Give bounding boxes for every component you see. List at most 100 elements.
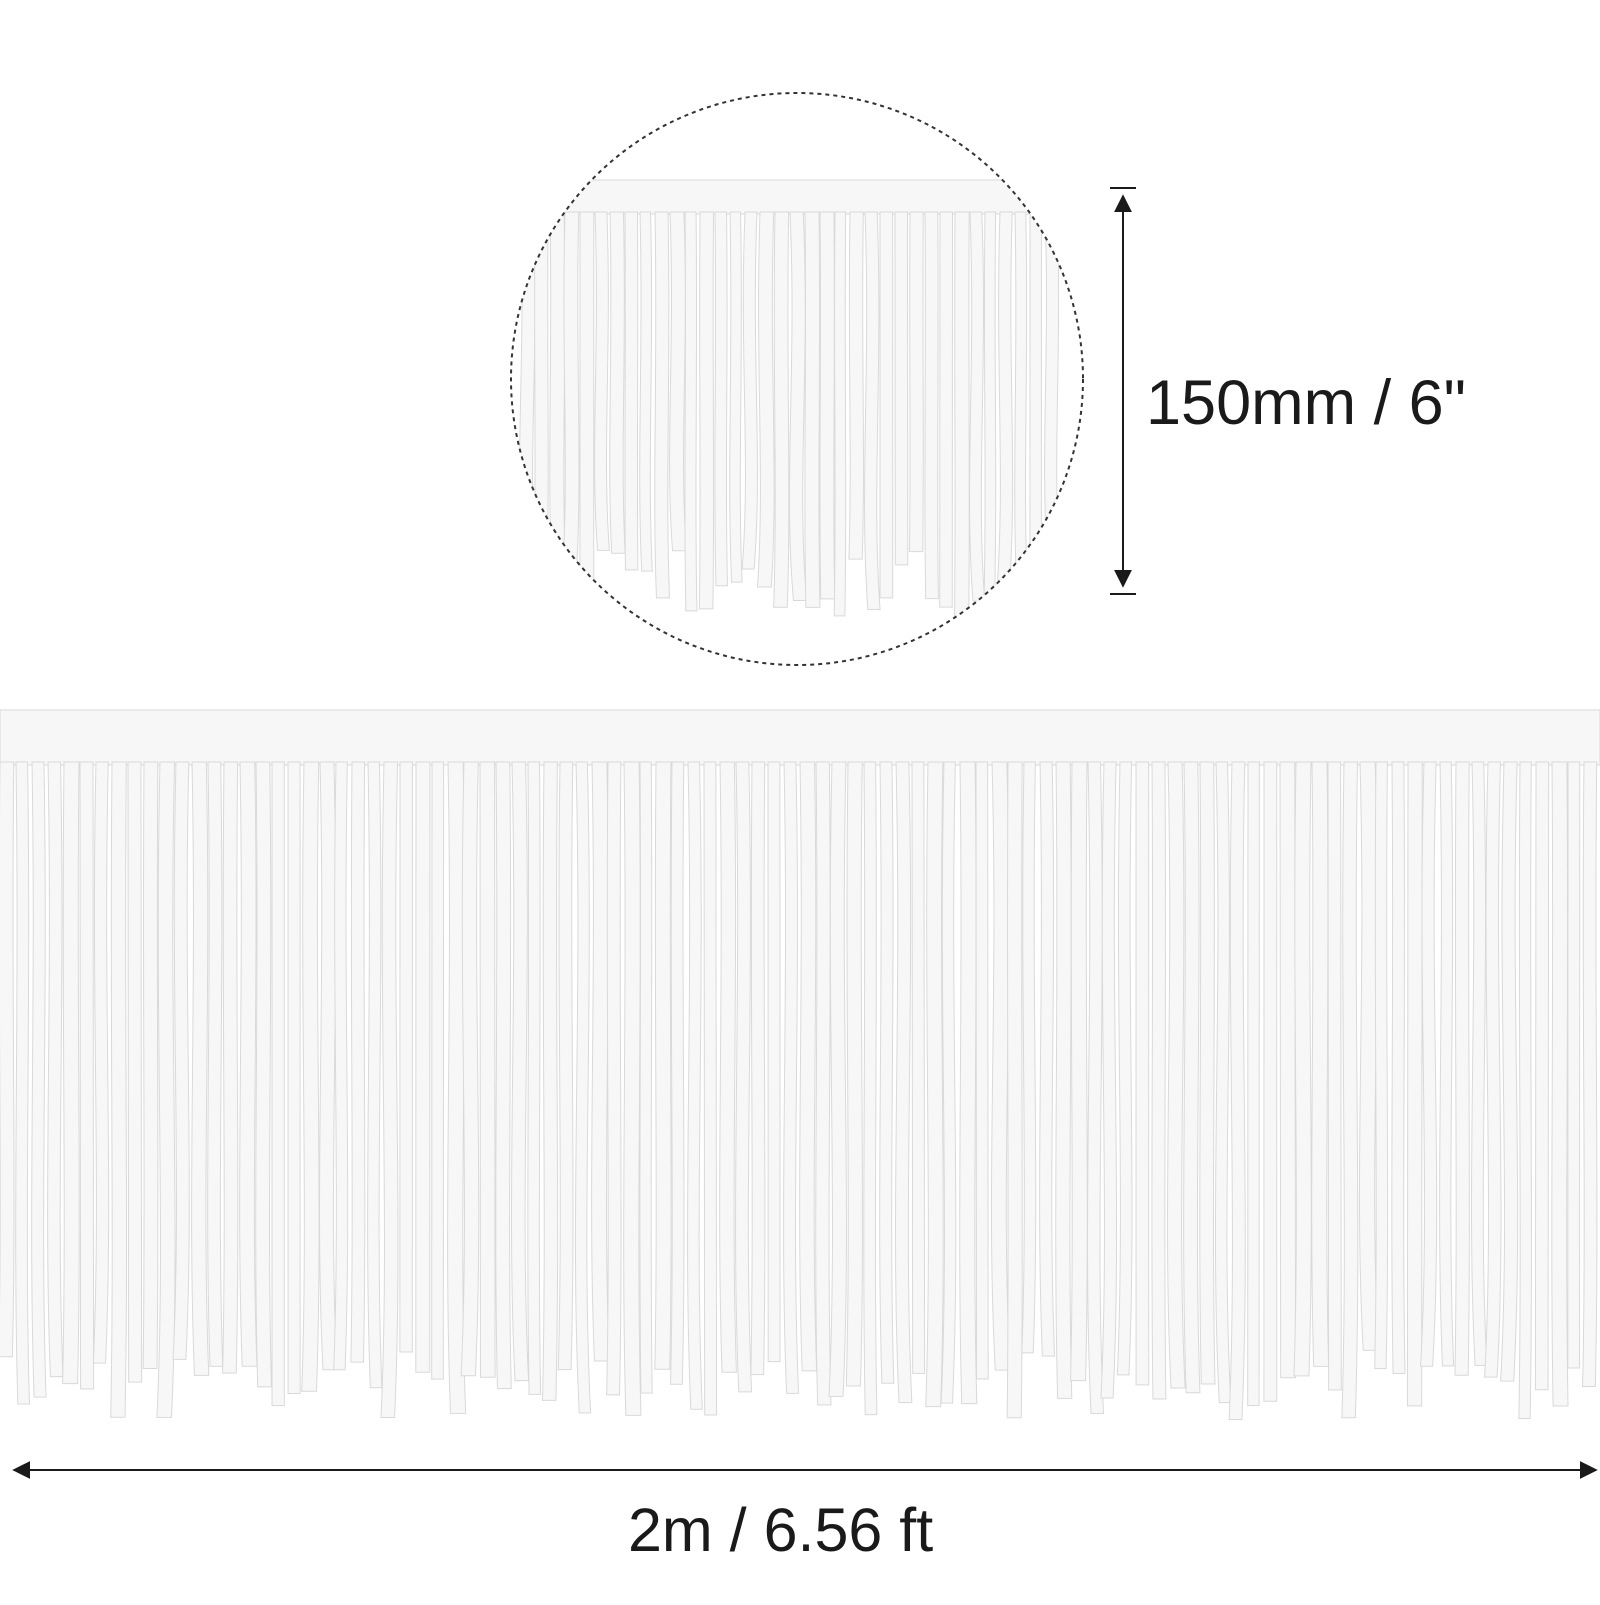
detail-fringe-strand: [756, 211, 775, 588]
main-fringe-strand: [301, 761, 320, 1392]
main-fringe-strand: [172, 761, 190, 1360]
detail-fringe-header-band: [519, 179, 1051, 215]
detail-fringe: [518, 179, 1061, 619]
main-fringe-strand: [62, 761, 80, 1385]
main-fringe-strand: [255, 761, 272, 1388]
detail-fringe-strand: [609, 211, 626, 554]
main-fringe-strand: [1070, 761, 1088, 1382]
detail-fringe-strand: [579, 211, 595, 591]
main-fringe-strand: [719, 761, 737, 1373]
main-fringe-strand: [1228, 761, 1246, 1421]
main-fringe-strand: [623, 761, 642, 1416]
main-fringe-strand: [239, 761, 258, 1367]
main-fringe-strand: [47, 761, 64, 1378]
detail-fringe-strand: [1014, 211, 1028, 588]
detail-fringe-strand: [804, 211, 821, 608]
main-fringe-strand: [1247, 761, 1260, 1406]
main-fringe-strand: [959, 761, 978, 1405]
main-fringe-strand: [879, 761, 895, 1384]
main-fringe-strand: [156, 761, 176, 1418]
detail-fringe-strand: [953, 211, 970, 619]
main-fringe-strand: [415, 761, 431, 1373]
main-fringe-strand: [271, 761, 285, 1407]
detail-fringe-strand: [594, 211, 610, 551]
main-fringe-strand: [828, 761, 847, 1397]
main-fringe-strand: [1471, 761, 1488, 1366]
main-fringe-strand: [79, 761, 95, 1390]
main-fringe-strand: [1214, 761, 1232, 1404]
detail-fringe-strand: [833, 211, 847, 617]
detail-fringe-strand: [518, 211, 537, 574]
main-fringe-strand: [654, 761, 672, 1370]
main-fringe-strand: [495, 761, 512, 1390]
main-fringe-strand: [1582, 761, 1598, 1387]
detail-fringe-strand: [997, 211, 1014, 581]
main-fringe-strand: [1116, 761, 1133, 1376]
main-fringe-strand: [1135, 761, 1150, 1386]
detail-fringe-strand: [788, 211, 808, 601]
main-fringe-strand: [1500, 761, 1519, 1382]
detail-fringe-strand: [533, 211, 549, 561]
detail-fringe-strand: [714, 211, 729, 587]
main-fringe-strip: [0, 709, 1600, 1421]
height-dimension: [1110, 187, 1136, 595]
main-fringe-strand: [1183, 761, 1201, 1394]
main-fringe-strand: [940, 761, 957, 1404]
main-fringe-strand: [367, 761, 383, 1389]
main-fringe-header-band: [0, 709, 1600, 766]
detail-fringe-strand: [773, 211, 790, 608]
main-fringe-strand: [703, 761, 718, 1416]
detail-fringe-strand: [624, 211, 639, 571]
main-fringe-strand: [1534, 761, 1550, 1391]
main-fringe-strand: [1311, 761, 1330, 1367]
main-fringe-strand: [687, 761, 703, 1410]
main-fringe-strand: [479, 761, 496, 1378]
main-fringe-strand: [1293, 761, 1312, 1377]
main-fringe-strand: [1454, 761, 1470, 1376]
main-fringe-strand: [911, 761, 926, 1374]
main-fringe-strand: [319, 761, 338, 1371]
detail-fringe-strand: [684, 211, 698, 612]
main-fringe-strand: [1439, 761, 1455, 1367]
detail-fringe-strand: [909, 211, 924, 553]
main-fringe-strand: [1518, 761, 1532, 1419]
main-fringe-strand: [1406, 761, 1423, 1407]
main-fringe-strand: [669, 761, 685, 1385]
detail-fringe-strand: [549, 211, 566, 567]
main-fringe-strand: [783, 761, 800, 1394]
detail-fringe-strand: [741, 211, 758, 570]
main-fringe-strand: [606, 761, 622, 1396]
main-fringe-strand: [380, 761, 399, 1418]
main-fringe-strand: [1021, 761, 1037, 1354]
main-fringe-strand: [1055, 761, 1073, 1399]
main-fringe-strand: [557, 761, 574, 1371]
length-dimension-label: 2m / 6.56 ft: [628, 1496, 934, 1564]
main-fringe-strand: [350, 761, 366, 1363]
main-fringe-strand: [541, 761, 559, 1401]
main-fringe-strand: [815, 761, 832, 1406]
main-fringe-strand: [1199, 761, 1216, 1385]
detail-zoom-circle: [510, 92, 1084, 666]
main-fringe-strand: [460, 761, 480, 1377]
detail-fringe-strand: [639, 211, 653, 572]
main-fringe-strand: [1341, 761, 1359, 1419]
main-fringe-strand: [975, 761, 989, 1380]
main-fringe-strand: [1374, 761, 1389, 1370]
main-fringe-strand: [925, 761, 944, 1408]
detail-fringe-strand: [983, 211, 997, 599]
main-fringe-strand: [92, 761, 110, 1364]
main-fringe-strand: [511, 761, 530, 1382]
detail-fringe-strand: [879, 211, 894, 599]
detail-fringe-strand: [924, 211, 939, 600]
main-fringe-strand: [1279, 761, 1296, 1379]
main-fringe-strand: [333, 761, 349, 1371]
main-fringe-strand: [287, 761, 301, 1395]
main-fringe-strand: [1151, 761, 1167, 1400]
main-fringe-strand: [591, 761, 610, 1362]
detail-fringe-strand: [729, 211, 743, 583]
detail-fringe-strand: [894, 211, 909, 566]
main-fringe-strand: [735, 761, 753, 1393]
main-fringe-strand: [1327, 761, 1342, 1391]
main-fringe-strand: [1420, 761, 1438, 1367]
